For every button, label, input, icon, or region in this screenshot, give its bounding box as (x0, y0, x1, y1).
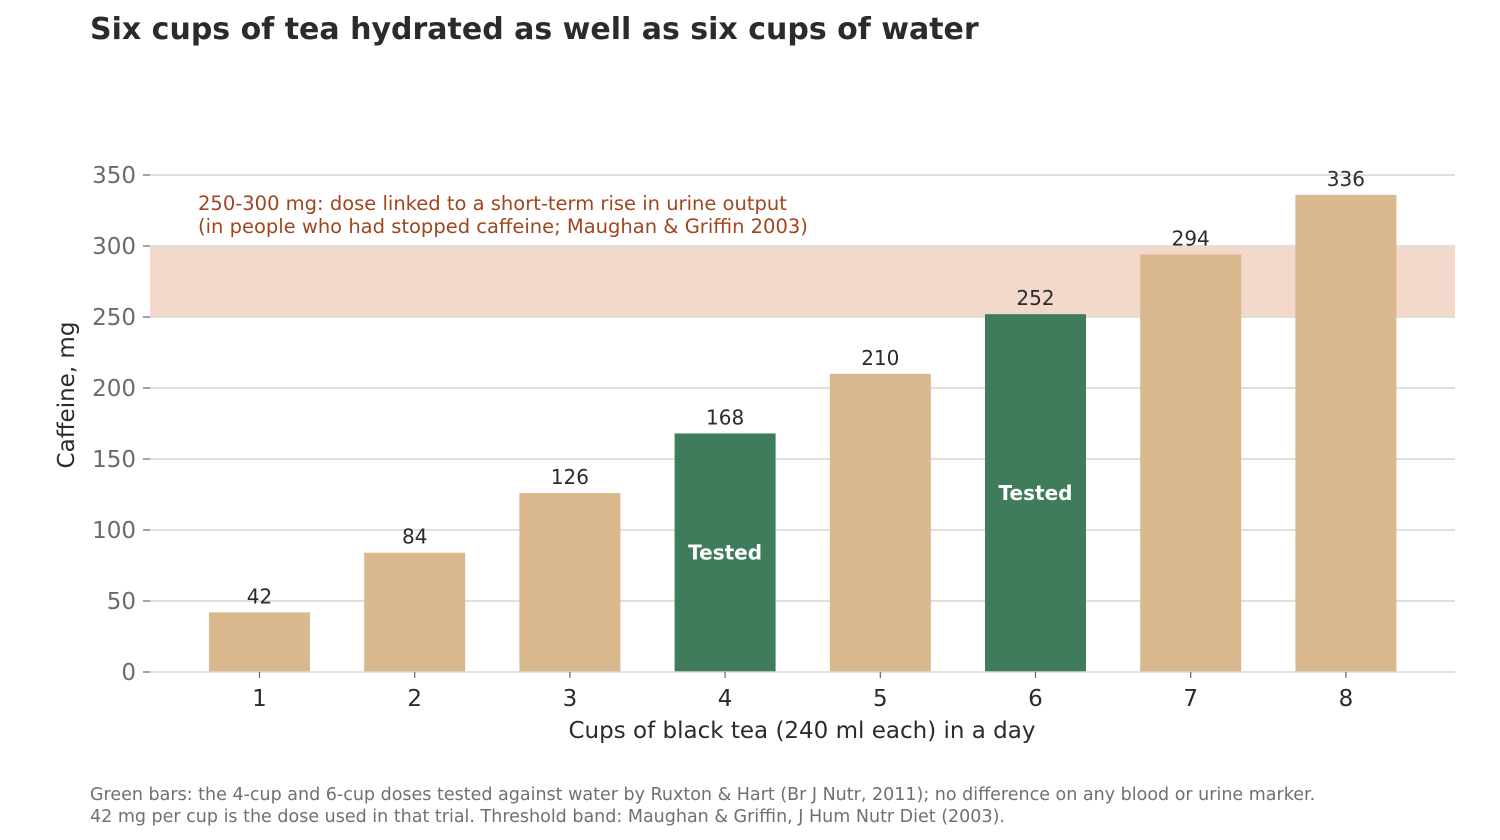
x-axis-label: Cups of black tea (240 ml each) in a day (569, 718, 1036, 744)
x-tick-label: 3 (563, 686, 578, 712)
band-annotation-line-2: (in people who had stopped caffeine; Mau… (198, 215, 808, 238)
bar-value-label: 336 (1327, 167, 1365, 191)
x-tick-label: 6 (1028, 686, 1043, 712)
footnote-line-2: 42 mg per cup is the dose used in that t… (90, 807, 1005, 827)
y-tick-label: 50 (107, 589, 136, 615)
bar (519, 493, 621, 672)
x-tick-label: 2 (407, 686, 422, 712)
bar-value-label: 168 (706, 405, 744, 429)
bar (829, 373, 931, 672)
bar-value-label: 294 (1172, 227, 1210, 251)
bar-highlighted (985, 314, 1086, 672)
bars (209, 194, 1397, 672)
y-tick-label: 150 (92, 447, 136, 473)
bar-value-label: 42 (247, 584, 272, 608)
bar (209, 612, 310, 672)
footnote: Green bars: the 4-cup and 6-cup doses te… (90, 784, 1315, 828)
y-axis-label: Caffeine, mg (54, 322, 80, 469)
bar (364, 552, 466, 672)
gridlines (150, 174, 1455, 602)
bar-value-label: 210 (861, 346, 899, 370)
y-tick-label: 350 (92, 163, 136, 189)
bar-highlighted (674, 433, 776, 672)
threshold-band-layer (150, 246, 1455, 317)
footnote-line-1: Green bars: the 4-cup and 6-cup doses te… (90, 785, 1316, 805)
bar-value-label: 252 (1016, 286, 1054, 310)
chart-title: Six cups of tea hydrated as well as six … (90, 12, 979, 47)
x-tick-label: 5 (873, 686, 888, 712)
y-tick-label: 200 (92, 376, 136, 402)
bar-value-label: 126 (551, 465, 589, 489)
x-tick-label: 4 (718, 686, 733, 712)
axes: 0 50 100 150 200 250 300 350 1 2 3 4 5 6 7 8 (92, 163, 1455, 712)
bar-tested-label: Tested (999, 481, 1073, 505)
y-tick-label: 250 (92, 305, 136, 331)
bar-tested-label: Tested (688, 541, 762, 565)
y-tick-label: 100 (92, 518, 136, 544)
x-tick-label: 8 (1339, 686, 1354, 712)
bar (1295, 194, 1397, 672)
bar-value-label: 84 (402, 525, 427, 549)
threshold-band (150, 246, 1455, 317)
band-annotation-line-1: 250-300 mg: dose linked to a short-term … (198, 192, 787, 215)
x-tick-label: 7 (1183, 686, 1198, 712)
y-tick-label: 300 (92, 234, 136, 260)
data-labels: 42 84 126 168 Tested 210 252 Tested 294 336 (247, 167, 1365, 608)
bar (1140, 254, 1242, 672)
y-tick-label: 0 (121, 660, 136, 686)
x-tick-label: 1 (252, 686, 267, 712)
